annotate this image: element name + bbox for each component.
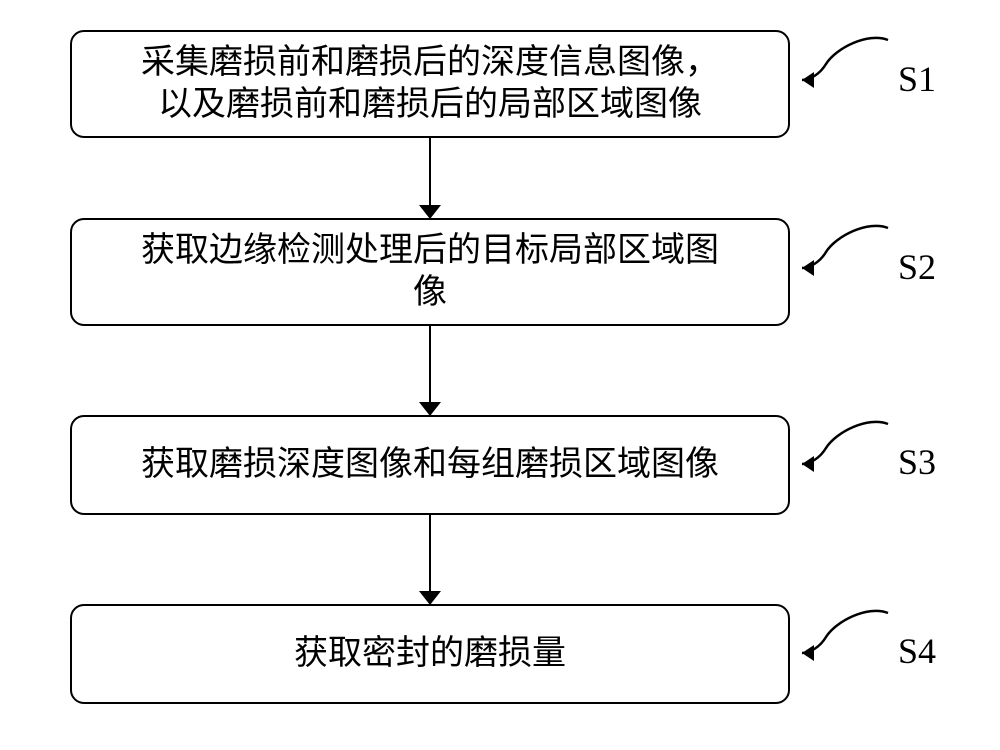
step-box-s3: 获取磨损深度图像和每组磨损区域图像 <box>70 415 790 515</box>
step-label-s4: S4 <box>898 630 936 672</box>
step-box-s2: 获取边缘检测处理后的目标局部区域图像 <box>70 218 790 326</box>
step-label-s2: S2 <box>898 246 936 288</box>
step-text-s4: 获取密封的磨损量 <box>294 633 566 676</box>
curved-arrow-s3 <box>796 414 892 472</box>
arrow-s1-s2 <box>429 138 432 218</box>
arrow-s2-s3 <box>429 326 432 415</box>
flowchart-container: 采集磨损前和磨损后的深度信息图像，以及磨损前和磨损后的局部区域图像 S1 获取边… <box>0 0 1000 750</box>
step-text-s1: 采集磨损前和磨损后的深度信息图像，以及磨损前和磨损后的局部区域图像 <box>141 42 719 127</box>
arrow-s3-s4 <box>429 515 432 604</box>
step-label-s1: S1 <box>898 58 936 100</box>
curved-arrow-s1 <box>796 30 892 88</box>
step-text-s3: 获取磨损深度图像和每组磨损区域图像 <box>141 444 719 487</box>
step-label-s3: S3 <box>898 441 936 483</box>
step-text-s2: 获取边缘检测处理后的目标局部区域图像 <box>141 230 719 315</box>
curved-arrow-s2 <box>796 218 892 276</box>
step-box-s1: 采集磨损前和磨损后的深度信息图像，以及磨损前和磨损后的局部区域图像 <box>70 30 790 138</box>
curved-arrow-s4 <box>796 603 892 661</box>
step-box-s4: 获取密封的磨损量 <box>70 604 790 704</box>
